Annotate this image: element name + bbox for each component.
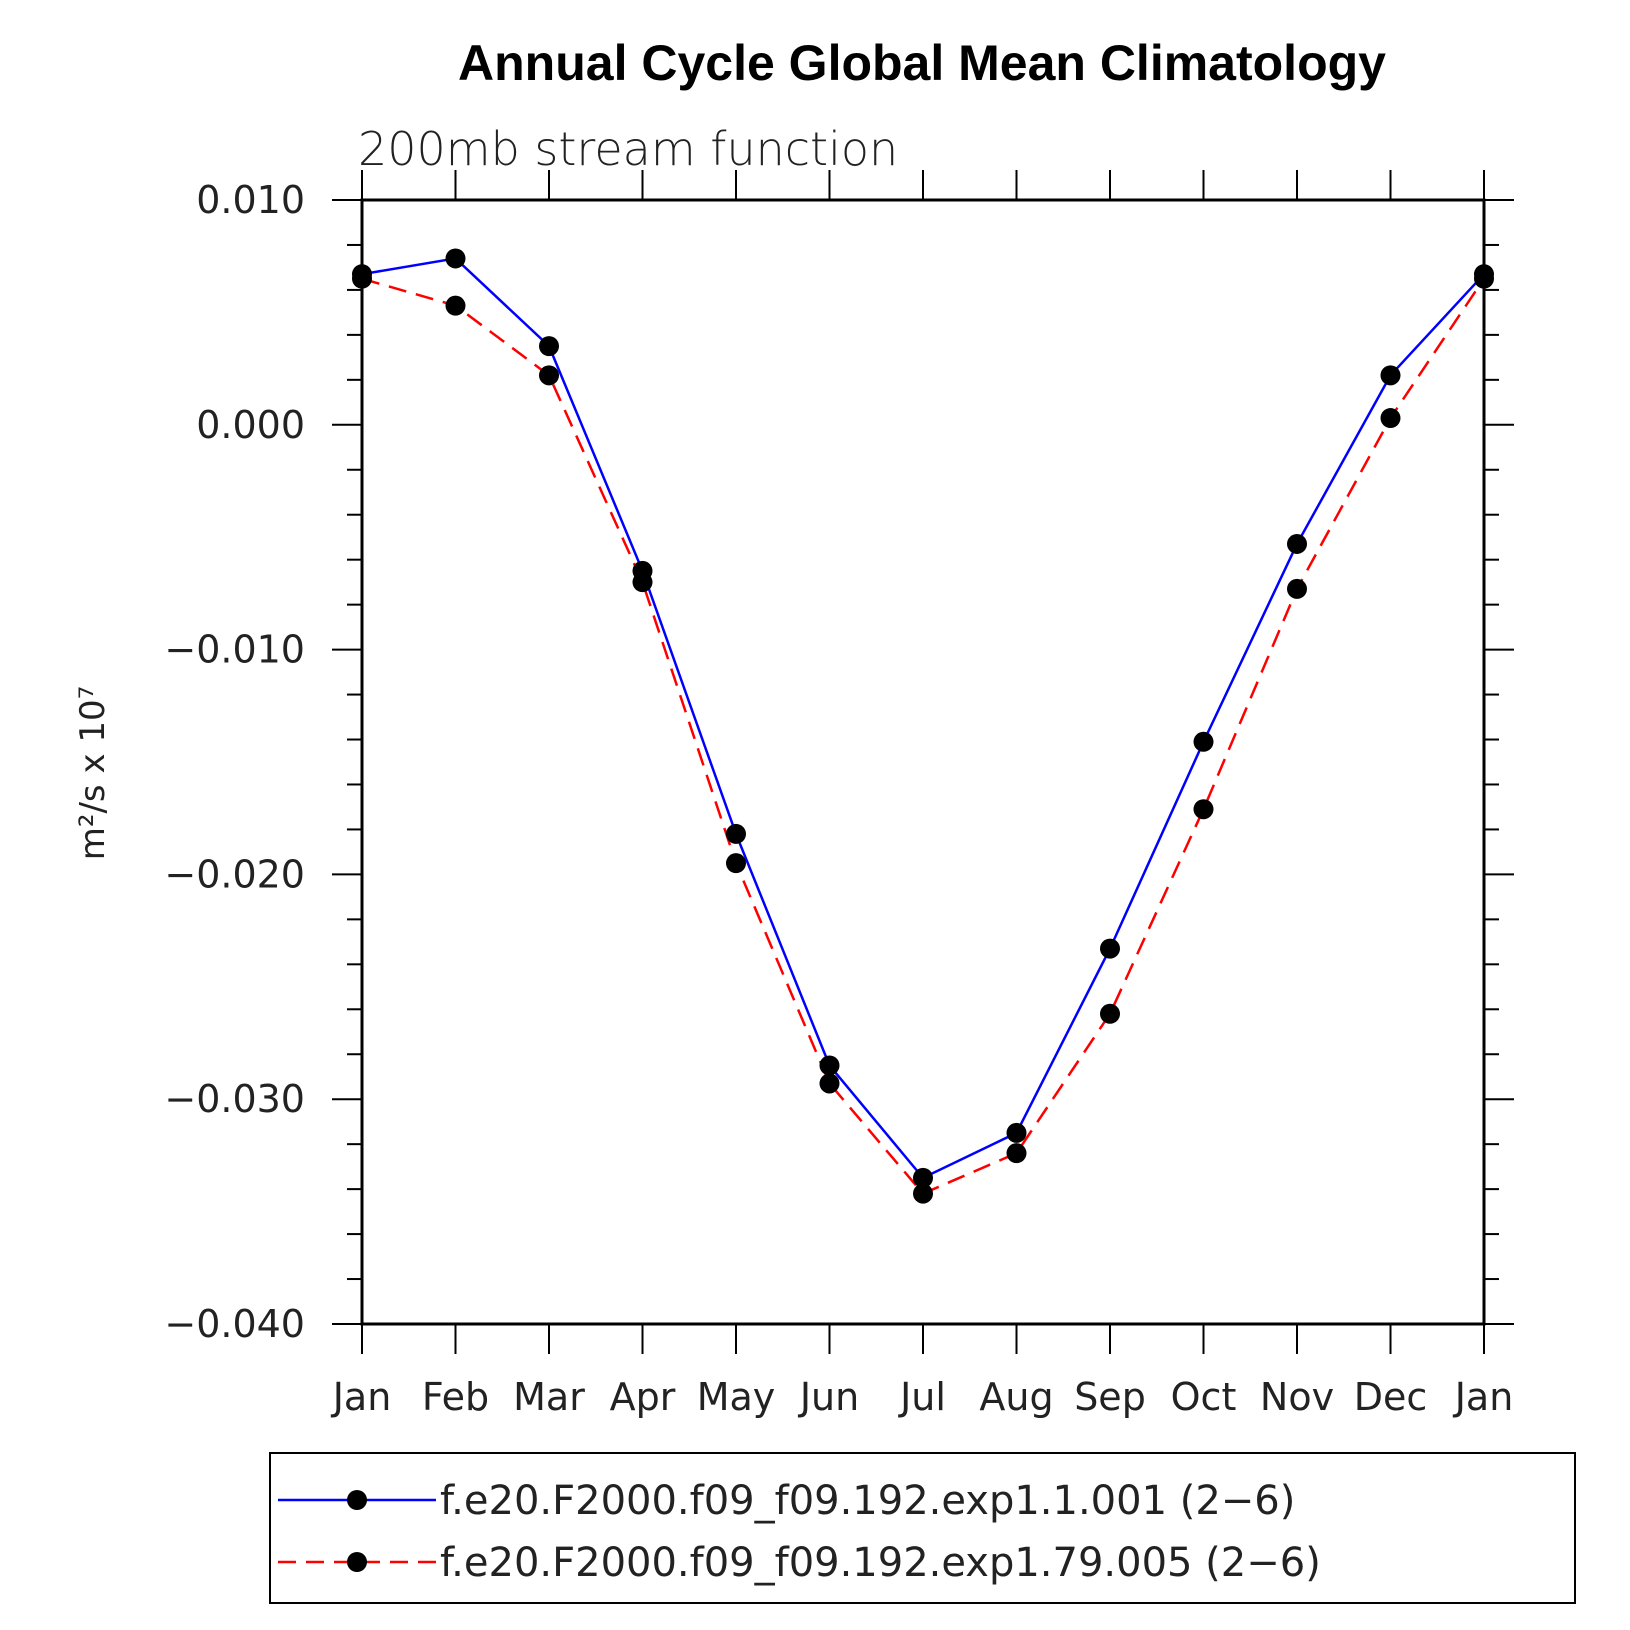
data-point-series-1 <box>445 248 466 269</box>
data-point-series-1 <box>1287 533 1307 554</box>
y-tick-label: 0.010 <box>196 178 305 222</box>
data-point-series-2 <box>445 295 466 316</box>
data-point-series-2 <box>1193 799 1214 820</box>
data-point-series-1 <box>913 1167 933 1188</box>
legend-box <box>269 1452 1576 1604</box>
x-tick-label: Mar <box>513 1375 585 1419</box>
data-point-series-1 <box>1380 365 1401 386</box>
x-tick-label: Jul <box>898 1375 946 1419</box>
x-tick-label: Sep <box>1074 1375 1146 1419</box>
chart-title: Annual Cycle Global Mean Climatology <box>458 35 1386 91</box>
x-tick-labels: Jan Feb Mar Apr May Jun Jul Aug Sep Oct Nov Dec Jan <box>331 1375 1514 1419</box>
x-tick-label: May <box>697 1375 776 1419</box>
y-tick-label: −0.040 <box>164 1302 305 1346</box>
y-tick-label: −0.010 <box>164 628 305 672</box>
data-point-series-2 <box>726 853 746 874</box>
data-point-series-2 <box>819 1073 840 1094</box>
legend-marker-1 <box>347 1490 367 1510</box>
data-point-series-1 <box>539 336 559 357</box>
data-point-series-2 <box>539 365 559 386</box>
x-tick-label: Jan <box>331 1375 392 1419</box>
series-line-1 <box>361 257 1485 1180</box>
series-line-2 <box>361 277 1486 1196</box>
chart-subtitle: 200mb stream function <box>358 122 898 176</box>
x-tick-label: Dec <box>1354 1375 1428 1419</box>
x-tick-label: Jan <box>1453 1375 1514 1419</box>
data-point-series-1 <box>1100 938 1120 959</box>
y-tick-labels: 0.010 0.000 −0.010 −0.020 −0.030 −0.040 <box>164 178 305 1346</box>
legend: f.e20.F2000.f09_f09.192.exp1.1.001 (2−6)… <box>269 1452 1576 1604</box>
x-tick-label: Jun <box>798 1375 859 1419</box>
x-tick-label: Aug <box>979 1375 1053 1419</box>
legend-entries: f.e20.F2000.f09_f09.192.exp1.1.001 (2−6)… <box>278 1478 1321 1586</box>
data-point-series-2 <box>1100 1003 1120 1024</box>
plot-frame <box>360 198 1486 1326</box>
data-point-series-2 <box>632 572 653 593</box>
y-tick-label: −0.030 <box>164 1077 305 1121</box>
data-point-series-2 <box>352 268 372 289</box>
axis-ticks <box>332 170 1514 1354</box>
x-tick-label: Apr <box>610 1375 676 1419</box>
y-axis-label: m²/s x 10⁷ <box>73 686 113 861</box>
series-lines <box>361 257 1486 1196</box>
x-tick-label: Feb <box>422 1375 489 1419</box>
data-point-series-2 <box>913 1183 933 1204</box>
data-point-series-1 <box>1193 731 1214 752</box>
data-point-series-1 <box>1006 1122 1027 1143</box>
data-point-series-1 <box>726 823 746 844</box>
data-point-series-2 <box>1287 578 1307 599</box>
y-tick-label: −0.020 <box>164 852 305 896</box>
data-points <box>352 248 1494 1204</box>
x-tick-label: Nov <box>1260 1375 1334 1419</box>
y-tick-label: 0.000 <box>196 403 305 447</box>
data-point-series-2 <box>1474 268 1494 289</box>
data-point-series-2 <box>1380 408 1401 429</box>
legend-label-2: f.e20.F2000.f09_f09.192.exp1.79.005 (2−6… <box>440 1540 1321 1586</box>
data-point-series-2 <box>1006 1143 1027 1164</box>
data-point-series-1 <box>819 1055 840 1076</box>
x-tick-label: Oct <box>1171 1375 1237 1419</box>
legend-marker-2 <box>347 1552 367 1572</box>
legend-label-1: f.e20.F2000.f09_f09.192.exp1.1.001 (2−6) <box>440 1478 1295 1524</box>
